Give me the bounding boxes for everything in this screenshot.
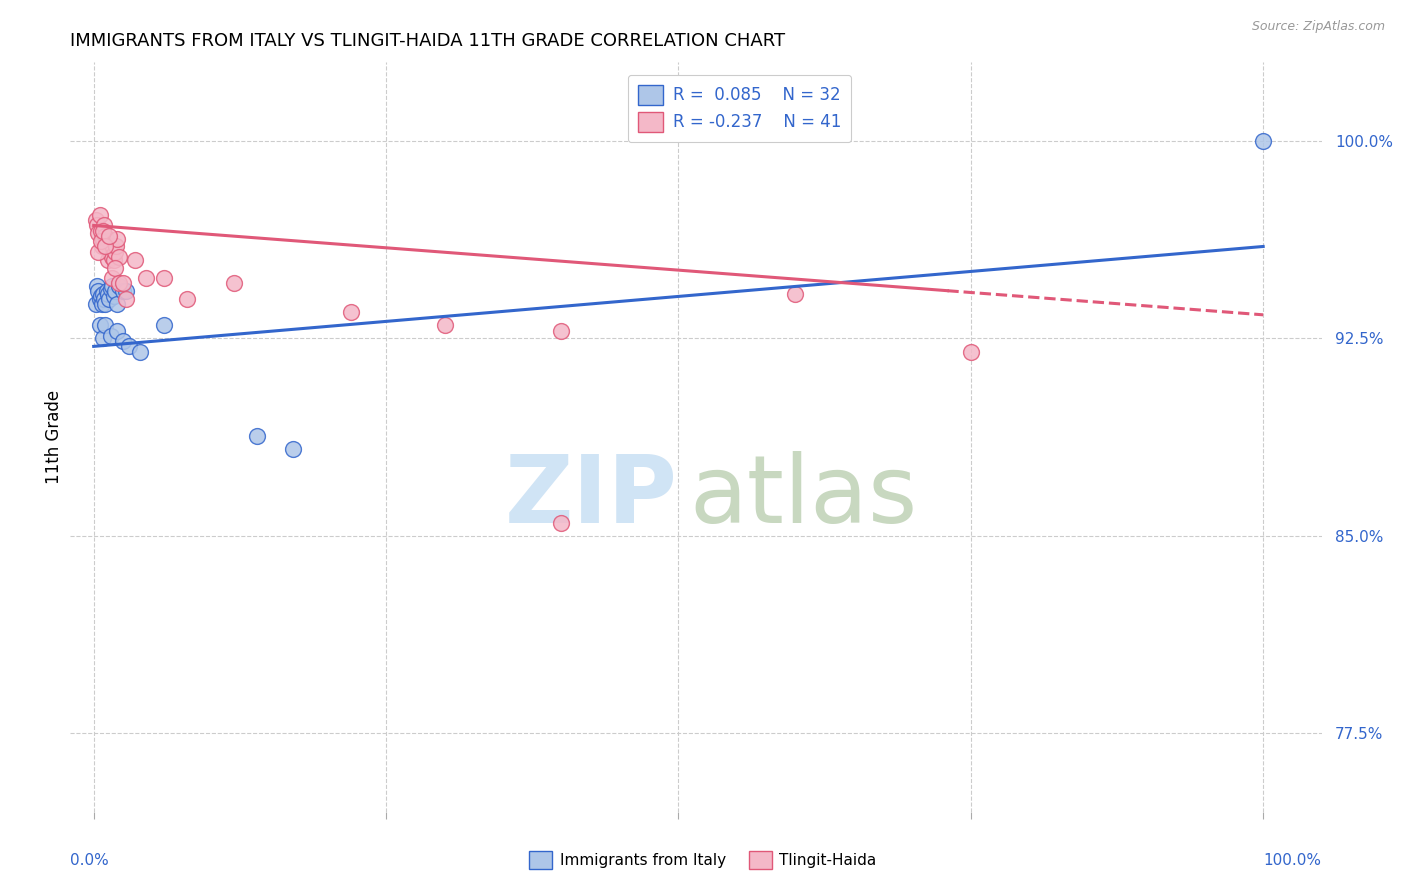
Point bbox=[785, 286, 807, 301]
Point bbox=[100, 239, 122, 253]
Point bbox=[84, 297, 107, 311]
Text: IMMIGRANTS FROM ITALY VS TLINGIT-HAIDA 11TH GRADE CORRELATION CHART: IMMIGRANTS FROM ITALY VS TLINGIT-HAIDA 1… bbox=[70, 32, 786, 50]
Point bbox=[87, 244, 110, 259]
Point bbox=[129, 344, 152, 359]
Point bbox=[97, 252, 120, 267]
Point bbox=[94, 297, 117, 311]
Point bbox=[91, 286, 114, 301]
Point bbox=[550, 324, 572, 338]
Point bbox=[104, 284, 127, 298]
Point bbox=[550, 516, 572, 530]
Point bbox=[86, 279, 108, 293]
Point bbox=[100, 329, 122, 343]
Point bbox=[87, 227, 110, 241]
Point bbox=[176, 292, 198, 306]
Point bbox=[433, 318, 456, 333]
Point bbox=[108, 279, 131, 293]
Point bbox=[86, 219, 108, 233]
Point bbox=[246, 429, 269, 443]
Point bbox=[101, 250, 124, 264]
Point bbox=[108, 277, 131, 291]
Point bbox=[89, 292, 111, 306]
Point bbox=[98, 244, 121, 259]
Point bbox=[1251, 134, 1274, 148]
Text: Source: ZipAtlas.com: Source: ZipAtlas.com bbox=[1251, 20, 1385, 33]
Point bbox=[84, 213, 107, 227]
Point bbox=[96, 234, 118, 248]
Point bbox=[97, 292, 120, 306]
Point bbox=[101, 279, 124, 293]
Point bbox=[111, 284, 134, 298]
Point bbox=[124, 252, 146, 267]
Point bbox=[90, 239, 112, 253]
Point bbox=[97, 229, 120, 244]
Point bbox=[90, 224, 112, 238]
Text: 100.0%: 100.0% bbox=[1264, 853, 1322, 868]
Point bbox=[87, 284, 110, 298]
Point bbox=[100, 281, 122, 295]
Point bbox=[153, 271, 176, 285]
Point bbox=[97, 286, 120, 301]
Point bbox=[96, 284, 118, 298]
Point bbox=[101, 271, 124, 285]
Legend: R =  0.085    N = 32, R = -0.237    N = 41: R = 0.085 N = 32, R = -0.237 N = 41 bbox=[628, 75, 852, 142]
Point bbox=[115, 284, 138, 298]
Point bbox=[94, 229, 117, 244]
Point bbox=[90, 297, 112, 311]
Point bbox=[91, 224, 114, 238]
Point bbox=[94, 318, 117, 333]
Text: 0.0%: 0.0% bbox=[70, 853, 110, 868]
Point bbox=[118, 339, 141, 353]
Point bbox=[135, 271, 157, 285]
Text: ZIP: ZIP bbox=[505, 451, 678, 543]
Point bbox=[103, 289, 125, 303]
Point bbox=[94, 239, 117, 253]
Point bbox=[93, 292, 115, 306]
Point bbox=[111, 277, 134, 291]
Point bbox=[91, 231, 114, 245]
Y-axis label: 11th Grade: 11th Grade bbox=[45, 390, 63, 484]
Point bbox=[222, 277, 245, 291]
Point bbox=[104, 260, 127, 275]
Point bbox=[91, 331, 114, 345]
Point bbox=[959, 344, 981, 359]
Point bbox=[89, 318, 111, 333]
Point bbox=[104, 239, 127, 253]
Point bbox=[97, 239, 120, 253]
Point bbox=[340, 305, 363, 319]
Text: atlas: atlas bbox=[690, 451, 918, 543]
Point bbox=[93, 219, 115, 233]
Point bbox=[104, 244, 127, 259]
Point bbox=[105, 231, 128, 245]
Point bbox=[111, 334, 134, 348]
Point bbox=[153, 318, 176, 333]
Point bbox=[90, 289, 112, 303]
Point bbox=[105, 324, 128, 338]
Point bbox=[115, 292, 138, 306]
Point bbox=[89, 208, 111, 222]
Point bbox=[90, 234, 112, 248]
Point bbox=[105, 297, 128, 311]
Point bbox=[103, 252, 125, 267]
Legend: Immigrants from Italy, Tlingit-Haida: Immigrants from Italy, Tlingit-Haida bbox=[523, 845, 883, 875]
Point bbox=[108, 250, 131, 264]
Point bbox=[281, 442, 304, 456]
